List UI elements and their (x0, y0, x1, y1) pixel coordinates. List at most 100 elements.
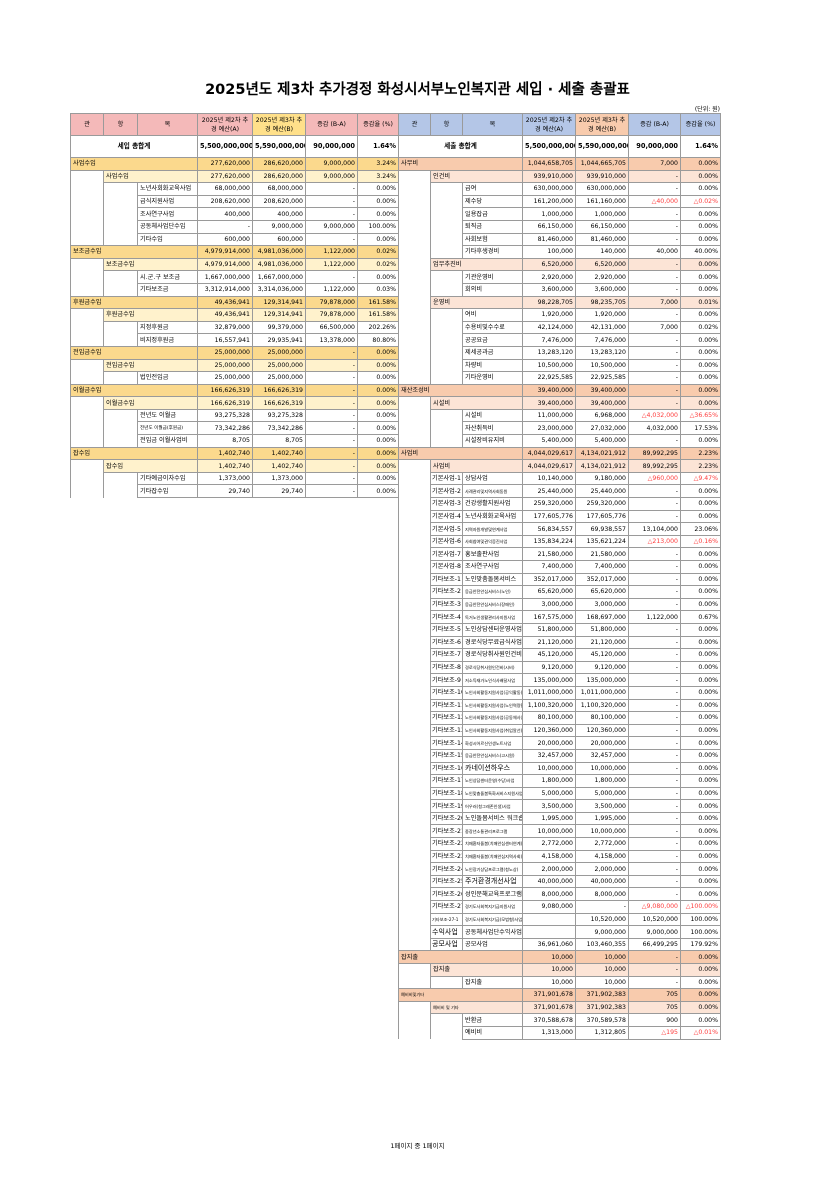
value-rate: 0.02% (357, 245, 399, 259)
blank-cell (398, 900, 431, 914)
value-b: 352,017,000 (575, 572, 629, 587)
value-diff: - (305, 207, 358, 221)
blank-cell (430, 359, 463, 372)
value-rate: 0.00% (680, 849, 721, 864)
item-label: 사회참여및권익증진사업 (462, 534, 523, 549)
value-b: 99,379,000 (252, 320, 306, 335)
blank-cell (70, 421, 104, 435)
blank-cell (430, 1026, 463, 1040)
value-a: 166,626,319 (197, 383, 253, 398)
table-row-item: 기타보조-20 노인돌봄서비스 워크숍 1,995,000 1,995,000-0.0… (398, 811, 721, 826)
value-diff: 79,878,000 (305, 295, 358, 310)
value-a: 5,400,000 (522, 434, 576, 448)
value-a: 32,457,000 (522, 748, 576, 763)
value-a: 166,626,319 (197, 396, 253, 410)
mok-label: 사회보험 (462, 232, 523, 247)
value-b: 286,620,000 (252, 169, 306, 184)
value-b: 98,235,705 (575, 295, 629, 310)
value-diff: - (628, 761, 681, 776)
gwan-label: 사무비 (398, 157, 523, 171)
value-b: 39,400,000 (575, 396, 629, 410)
grand-total-diff: 90,000,000 (305, 135, 358, 158)
mok-label: 전년도 이월금 (137, 408, 198, 423)
value-b: 7,400,000 (575, 560, 629, 574)
item-label: 노인사회활동지원사업(취업알선) (462, 723, 523, 738)
value-b: 39,400,000 (575, 383, 629, 398)
table-row-mok: 제수당 161,200,000 161,160,000 △40,000 △0.02% (398, 194, 721, 209)
item-code: 기타보조-17 (430, 774, 463, 788)
mok-label: 기관운영비 (462, 270, 523, 284)
item-label: 사례관리및지역사회동원 (462, 484, 523, 499)
value-b: 7,476,000 (575, 333, 629, 347)
mok-label: 급여 (462, 182, 523, 196)
value-rate: 0.00% (357, 421, 399, 436)
item-code: 기타보조-12 (430, 711, 463, 725)
blank-cell (398, 573, 431, 586)
item-code: 기본사업-4 (430, 509, 463, 524)
blank-cell (398, 270, 431, 284)
value-b: 45,120,000 (575, 648, 629, 662)
table-row-item: 기타보조-4 독거노인생활관리사지원사업 167,575,000 168,697,00… (398, 610, 721, 624)
table-row-hang: 잡지출 10,000 10,000-0.00% (398, 963, 721, 977)
table-row-hang: 보조금수입 4,979,914,000 4,981,036,000 1,122,000… (70, 257, 399, 272)
mok-label: 제수당 (462, 194, 523, 209)
header-budget-b: 2025년 제3차 추경 예산(B) (575, 113, 629, 136)
value-diff: - (628, 648, 681, 662)
blank-cell (398, 296, 431, 309)
value-a: 25,000,000 (197, 371, 253, 385)
hang-label: 잡수입 (103, 459, 198, 473)
value-a: 161,200,000 (522, 194, 576, 209)
value-rate: 0.00% (680, 219, 721, 234)
value-diff: - (628, 736, 681, 750)
value-a: 600,000 (197, 232, 253, 247)
header-mok: 목 (137, 113, 198, 136)
value-rate: 100.00% (680, 912, 721, 927)
blank-cell (398, 976, 431, 989)
value-rate: 3.24% (357, 169, 399, 184)
value-diff: - (628, 799, 681, 813)
table-row-item: 기타보조-5 노인상담센터운영사업 51,800,000 51,800,000-0.0… (398, 622, 721, 637)
header-mok: 목 (462, 113, 523, 136)
value-b: 371,902,383 (575, 988, 629, 1002)
value-b: 3,500,000 (575, 799, 629, 813)
value-b: 68,000,000 (252, 182, 306, 196)
blank-cell (398, 560, 431, 574)
value-a: 16,557,941 (197, 333, 253, 347)
table-row-mok: 시설비 11,000,000 6,968,000 △4,032,000 △36.65% (398, 408, 721, 423)
hang-label: 사업비 (430, 459, 523, 473)
value-diff: △195 (628, 1025, 681, 1040)
item-code: 공모사업 (430, 937, 463, 952)
mok-label: 잡지출 (462, 975, 523, 990)
table-row-mok: 기타예금이자수입 1,373,000 1,373,000-0.00% (70, 471, 399, 486)
value-b: - (575, 900, 629, 914)
table-row-mok: 기타보조금 3,312,914,000 3,314,036,000 1,122,000… (70, 282, 399, 297)
value-diff: 89,992,295 (628, 459, 681, 473)
value-a: 4,044,029,617 (522, 446, 576, 461)
value-a: 1,100,320,000 (522, 698, 576, 713)
item-label: 공모사업 (462, 937, 523, 952)
value-a: 1,920,000 (522, 308, 576, 322)
value-rate: 0.67% (680, 610, 721, 624)
value-b: 2,000,000 (575, 862, 629, 876)
table-row-item: 기본사업-1 상담사업 10,140,000 9,180,000 △960,000 △9.… (398, 471, 721, 486)
value-a: 42,124,000 (522, 320, 576, 335)
mok-label: 전년도 이월금(후원금) (137, 421, 198, 436)
value-a: 630,000,000 (522, 182, 576, 196)
table-row-item: 기본사업-3 건강생활지원사업 259,320,000 259,320,000-0.0… (398, 497, 721, 511)
table-row-mok: 조사연구사업 400,000 400,000-0.00% (70, 207, 399, 221)
table-row-item: 기타보조-13 노인사회활동지원사업(취업알선) 120,360,000 120,36… (398, 723, 721, 738)
value-a: 39,400,000 (522, 383, 576, 398)
blank-cell (430, 333, 463, 347)
value-diff: 9,000,000 (305, 169, 358, 184)
gwan-label: 보조금수입 (70, 245, 198, 259)
value-rate: 0.00% (680, 396, 721, 410)
table-row-mok: 퇴직금 66,150,000 66,150,000-0.00% (398, 219, 721, 234)
grand-total-row: 세입 총합계 5,500,000,000 5,590,000,000 90,000,0… (70, 135, 399, 158)
table-row-item: 기타보조-27 경기도사회복지기금지원사업 9,080,000- △9,080,000… (398, 900, 721, 914)
value-diff: - (628, 786, 681, 801)
page-footer: 1페이지 중 1페이지 (390, 1142, 445, 1150)
blank-cell (70, 359, 104, 372)
value-b: 286,620,000 (252, 157, 306, 171)
blank-cell (70, 484, 104, 498)
blank-cell (70, 220, 104, 234)
